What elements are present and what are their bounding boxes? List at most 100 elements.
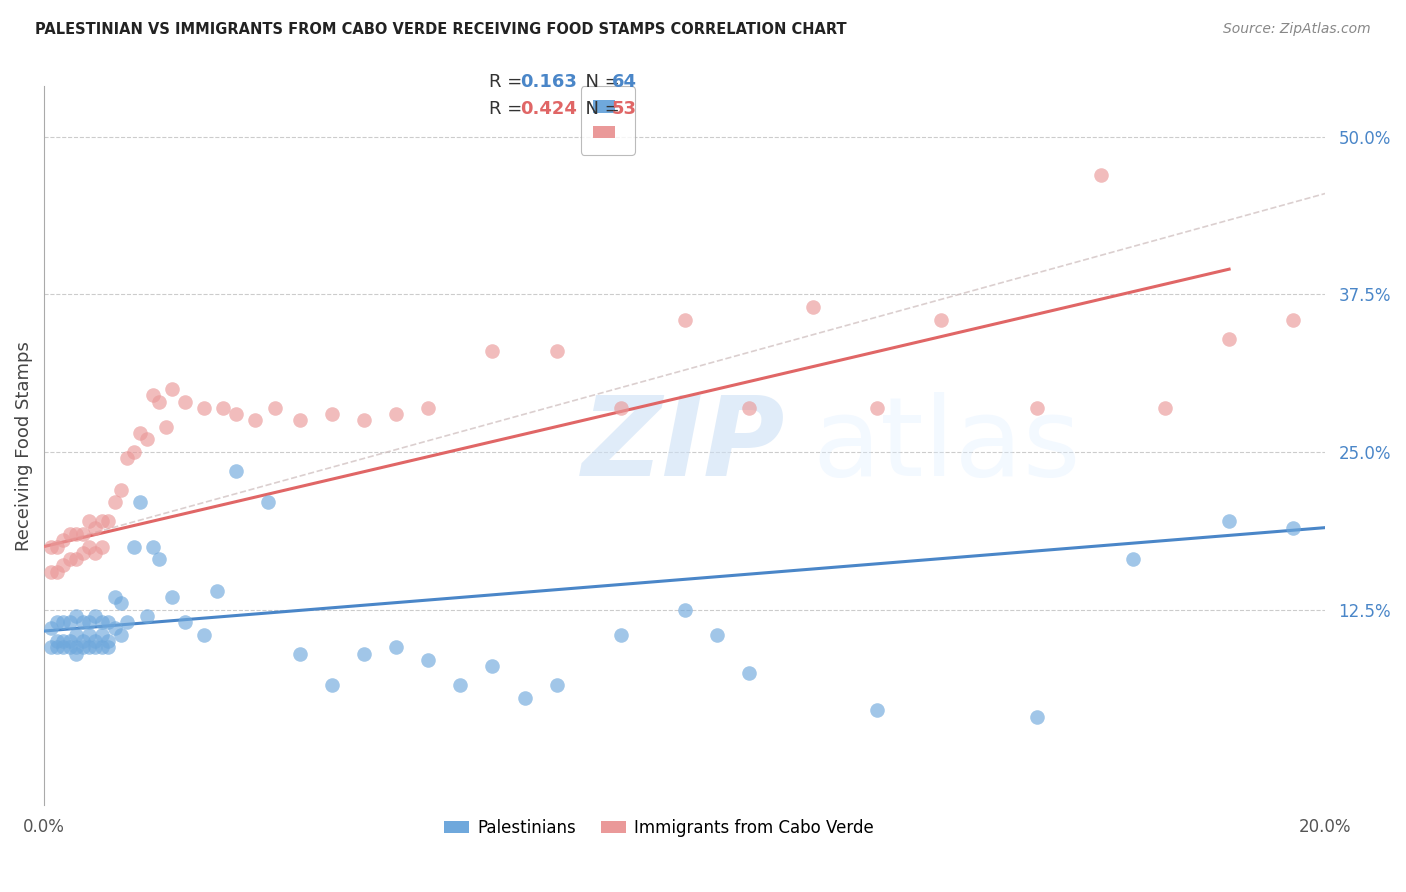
Point bbox=[481, 659, 503, 673]
Point bbox=[1218, 332, 1240, 346]
Point bbox=[929, 312, 952, 326]
Point bbox=[160, 590, 183, 604]
Point bbox=[738, 665, 761, 680]
Point bbox=[117, 451, 139, 466]
Point bbox=[84, 546, 107, 560]
Point bbox=[481, 344, 503, 359]
Point bbox=[135, 433, 157, 447]
Point bbox=[148, 394, 170, 409]
Point bbox=[72, 527, 94, 541]
Text: N =: N = bbox=[574, 100, 626, 118]
Point bbox=[212, 401, 235, 415]
Point bbox=[77, 540, 100, 554]
Point bbox=[52, 634, 75, 648]
Point bbox=[90, 615, 112, 630]
Point bbox=[90, 540, 112, 554]
Point bbox=[39, 565, 62, 579]
Point bbox=[52, 615, 75, 630]
Point bbox=[52, 533, 75, 548]
Point bbox=[155, 419, 177, 434]
Text: N =: N = bbox=[574, 73, 626, 91]
Point bbox=[65, 552, 87, 566]
Point bbox=[65, 640, 87, 655]
Text: atlas: atlas bbox=[813, 392, 1081, 500]
Point bbox=[72, 634, 94, 648]
Point bbox=[122, 540, 145, 554]
Point bbox=[135, 608, 157, 623]
Point bbox=[321, 678, 343, 692]
Text: 64: 64 bbox=[612, 73, 637, 91]
Point bbox=[97, 514, 120, 528]
Point bbox=[193, 628, 215, 642]
Point bbox=[103, 622, 125, 636]
Point bbox=[148, 552, 170, 566]
Point bbox=[117, 615, 139, 630]
Point bbox=[205, 583, 228, 598]
Point bbox=[59, 615, 82, 630]
Point bbox=[97, 615, 120, 630]
Point bbox=[65, 527, 87, 541]
Point bbox=[77, 514, 100, 528]
Point bbox=[59, 634, 82, 648]
Legend: Palestinians, Immigrants from Cabo Verde: Palestinians, Immigrants from Cabo Verde bbox=[437, 812, 880, 844]
Point bbox=[39, 540, 62, 554]
Point bbox=[142, 540, 165, 554]
Point bbox=[353, 413, 375, 427]
Text: 0.424: 0.424 bbox=[520, 100, 576, 118]
Text: 0.163: 0.163 bbox=[520, 73, 576, 91]
Point bbox=[97, 640, 120, 655]
Point bbox=[418, 653, 440, 667]
Point bbox=[142, 388, 165, 402]
Point bbox=[257, 495, 280, 509]
Point bbox=[77, 615, 100, 630]
Point bbox=[45, 565, 67, 579]
Point bbox=[225, 407, 247, 421]
Point bbox=[1026, 401, 1049, 415]
Point bbox=[39, 640, 62, 655]
Text: R =: R = bbox=[489, 100, 529, 118]
Point bbox=[321, 407, 343, 421]
Point bbox=[65, 608, 87, 623]
Point bbox=[122, 445, 145, 459]
Point bbox=[673, 602, 696, 616]
Point bbox=[52, 558, 75, 573]
Text: Source: ZipAtlas.com: Source: ZipAtlas.com bbox=[1223, 22, 1371, 37]
Point bbox=[77, 640, 100, 655]
Text: R =: R = bbox=[489, 73, 529, 91]
Point bbox=[45, 634, 67, 648]
Point bbox=[72, 615, 94, 630]
Point bbox=[174, 615, 197, 630]
Point bbox=[65, 647, 87, 661]
Point bbox=[90, 628, 112, 642]
Point bbox=[290, 647, 312, 661]
Point bbox=[90, 640, 112, 655]
Point bbox=[90, 514, 112, 528]
Point bbox=[866, 703, 889, 717]
Point bbox=[174, 394, 197, 409]
Point bbox=[59, 640, 82, 655]
Text: PALESTINIAN VS IMMIGRANTS FROM CABO VERDE RECEIVING FOOD STAMPS CORRELATION CHAR: PALESTINIAN VS IMMIGRANTS FROM CABO VERD… bbox=[35, 22, 846, 37]
Point bbox=[39, 622, 62, 636]
Point bbox=[866, 401, 889, 415]
Point bbox=[52, 640, 75, 655]
Text: ZIP: ZIP bbox=[582, 392, 786, 500]
Point bbox=[45, 640, 67, 655]
Point bbox=[84, 608, 107, 623]
Point bbox=[546, 344, 568, 359]
Point bbox=[84, 521, 107, 535]
Point bbox=[84, 634, 107, 648]
Point bbox=[673, 312, 696, 326]
Point bbox=[84, 640, 107, 655]
Point bbox=[353, 647, 375, 661]
Point bbox=[110, 483, 132, 497]
Point bbox=[706, 628, 728, 642]
Text: 53: 53 bbox=[612, 100, 637, 118]
Point bbox=[59, 552, 82, 566]
Point bbox=[129, 426, 152, 441]
Point bbox=[418, 401, 440, 415]
Point bbox=[1154, 401, 1177, 415]
Point bbox=[513, 690, 536, 705]
Point bbox=[103, 495, 125, 509]
Point bbox=[110, 628, 132, 642]
Point bbox=[97, 634, 120, 648]
